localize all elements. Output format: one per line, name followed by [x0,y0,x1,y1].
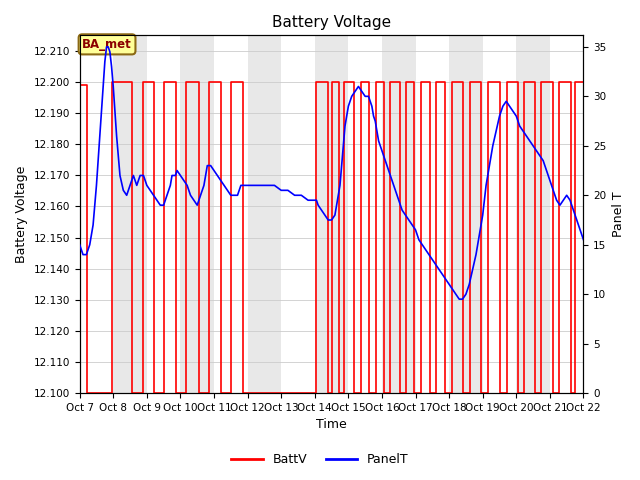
Bar [281,36,315,393]
Bar [214,36,248,393]
Y-axis label: Panel T: Panel T [612,192,625,237]
Bar [483,36,516,393]
Bar [147,36,180,393]
Y-axis label: Battery Voltage: Battery Voltage [15,166,28,263]
Text: BA_met: BA_met [82,38,132,51]
Legend: BattV, PanelT: BattV, PanelT [227,448,413,471]
Bar [348,36,382,393]
Title: Battery Voltage: Battery Voltage [272,15,391,30]
Bar [79,36,113,393]
Bar [415,36,449,393]
X-axis label: Time: Time [316,419,347,432]
Bar [550,36,584,393]
